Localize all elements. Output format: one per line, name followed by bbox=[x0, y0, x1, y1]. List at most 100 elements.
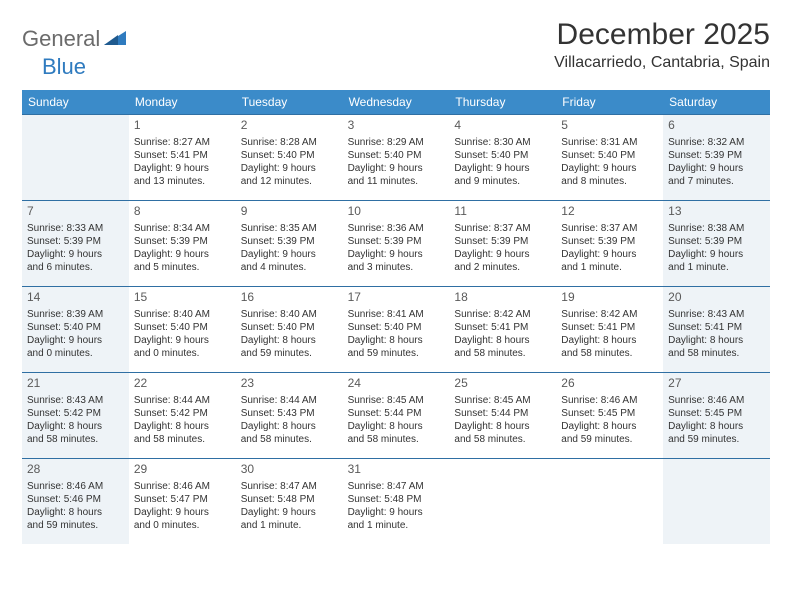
sunset-text: Sunset: 5:40 PM bbox=[134, 321, 231, 334]
calendar-cell: 21Sunrise: 8:43 AMSunset: 5:42 PMDayligh… bbox=[22, 372, 129, 458]
sunset-text: Sunset: 5:40 PM bbox=[27, 321, 124, 334]
sunset-text: Sunset: 5:40 PM bbox=[561, 149, 658, 162]
calendar-cell: 31Sunrise: 8:47 AMSunset: 5:48 PMDayligh… bbox=[343, 458, 450, 544]
daylight2-text: and 58 minutes. bbox=[134, 433, 231, 446]
sunrise-text: Sunrise: 8:35 AM bbox=[241, 222, 338, 235]
location: Villacarriedo, Cantabria, Spain bbox=[554, 54, 770, 72]
daylight2-text: and 58 minutes. bbox=[454, 347, 551, 360]
day-number: 31 bbox=[348, 462, 445, 478]
day-number: 25 bbox=[454, 376, 551, 392]
daylight1-text: Daylight: 9 hours bbox=[561, 248, 658, 261]
calendar-cell: 20Sunrise: 8:43 AMSunset: 5:41 PMDayligh… bbox=[663, 286, 770, 372]
sunrise-text: Sunrise: 8:32 AM bbox=[668, 136, 765, 149]
sunset-text: Sunset: 5:39 PM bbox=[27, 235, 124, 248]
day-number: 29 bbox=[134, 462, 231, 478]
sunrise-text: Sunrise: 8:46 AM bbox=[27, 480, 124, 493]
calendar-cell: 2Sunrise: 8:28 AMSunset: 5:40 PMDaylight… bbox=[236, 114, 343, 200]
day-number: 14 bbox=[27, 290, 124, 306]
sunrise-text: Sunrise: 8:43 AM bbox=[27, 394, 124, 407]
weekday-wednesday: Wednesday bbox=[343, 90, 450, 114]
day-number: 7 bbox=[27, 204, 124, 220]
daylight2-text: and 4 minutes. bbox=[241, 261, 338, 274]
weekday-saturday: Saturday bbox=[663, 90, 770, 114]
calendar-cell: 7Sunrise: 8:33 AMSunset: 5:39 PMDaylight… bbox=[22, 200, 129, 286]
day-number: 19 bbox=[561, 290, 658, 306]
daylight2-text: and 59 minutes. bbox=[561, 433, 658, 446]
calendar-cell: 18Sunrise: 8:42 AMSunset: 5:41 PMDayligh… bbox=[449, 286, 556, 372]
day-number: 17 bbox=[348, 290, 445, 306]
calendar-cell: 10Sunrise: 8:36 AMSunset: 5:39 PMDayligh… bbox=[343, 200, 450, 286]
calendar-cell: 15Sunrise: 8:40 AMSunset: 5:40 PMDayligh… bbox=[129, 286, 236, 372]
sunset-text: Sunset: 5:45 PM bbox=[561, 407, 658, 420]
sunset-text: Sunset: 5:40 PM bbox=[241, 149, 338, 162]
daylight2-text: and 0 minutes. bbox=[134, 347, 231, 360]
sunrise-text: Sunrise: 8:42 AM bbox=[454, 308, 551, 321]
calendar-cell bbox=[556, 458, 663, 544]
sunrise-text: Sunrise: 8:38 AM bbox=[668, 222, 765, 235]
day-number: 5 bbox=[561, 118, 658, 134]
day-number: 20 bbox=[668, 290, 765, 306]
day-number: 1 bbox=[134, 118, 231, 134]
day-number: 22 bbox=[134, 376, 231, 392]
calendar-cell bbox=[449, 458, 556, 544]
calendar-cell: 3Sunrise: 8:29 AMSunset: 5:40 PMDaylight… bbox=[343, 114, 450, 200]
daylight2-text: and 13 minutes. bbox=[134, 175, 231, 188]
sunset-text: Sunset: 5:44 PM bbox=[348, 407, 445, 420]
daylight1-text: Daylight: 9 hours bbox=[241, 248, 338, 261]
sunrise-text: Sunrise: 8:47 AM bbox=[241, 480, 338, 493]
sunrise-text: Sunrise: 8:45 AM bbox=[348, 394, 445, 407]
sunrise-text: Sunrise: 8:45 AM bbox=[454, 394, 551, 407]
weekday-friday: Friday bbox=[556, 90, 663, 114]
daylight1-text: Daylight: 8 hours bbox=[348, 420, 445, 433]
day-number: 24 bbox=[348, 376, 445, 392]
daylight2-text: and 7 minutes. bbox=[668, 175, 765, 188]
logo-text-general: General bbox=[22, 26, 100, 52]
day-number: 12 bbox=[561, 204, 658, 220]
calendar-cell: 11Sunrise: 8:37 AMSunset: 5:39 PMDayligh… bbox=[449, 200, 556, 286]
sunrise-text: Sunrise: 8:39 AM bbox=[27, 308, 124, 321]
daylight1-text: Daylight: 8 hours bbox=[27, 420, 124, 433]
sunset-text: Sunset: 5:39 PM bbox=[668, 235, 765, 248]
calendar-cell: 30Sunrise: 8:47 AMSunset: 5:48 PMDayligh… bbox=[236, 458, 343, 544]
day-number: 27 bbox=[668, 376, 765, 392]
day-number: 26 bbox=[561, 376, 658, 392]
calendar-cell: 6Sunrise: 8:32 AMSunset: 5:39 PMDaylight… bbox=[663, 114, 770, 200]
daylight2-text: and 12 minutes. bbox=[241, 175, 338, 188]
daylight1-text: Daylight: 8 hours bbox=[668, 420, 765, 433]
calendar-cell: 23Sunrise: 8:44 AMSunset: 5:43 PMDayligh… bbox=[236, 372, 343, 458]
daylight1-text: Daylight: 9 hours bbox=[134, 248, 231, 261]
calendar-cell: 29Sunrise: 8:46 AMSunset: 5:47 PMDayligh… bbox=[129, 458, 236, 544]
sunset-text: Sunset: 5:42 PM bbox=[27, 407, 124, 420]
daylight1-text: Daylight: 9 hours bbox=[348, 162, 445, 175]
daylight1-text: Daylight: 8 hours bbox=[454, 420, 551, 433]
sunrise-text: Sunrise: 8:37 AM bbox=[561, 222, 658, 235]
calendar-cell: 27Sunrise: 8:46 AMSunset: 5:45 PMDayligh… bbox=[663, 372, 770, 458]
daylight1-text: Daylight: 9 hours bbox=[454, 162, 551, 175]
calendar-cell bbox=[663, 458, 770, 544]
day-number: 3 bbox=[348, 118, 445, 134]
daylight1-text: Daylight: 9 hours bbox=[134, 162, 231, 175]
sunset-text: Sunset: 5:39 PM bbox=[454, 235, 551, 248]
daylight2-text: and 58 minutes. bbox=[454, 433, 551, 446]
daylight2-text: and 2 minutes. bbox=[454, 261, 551, 274]
calendar-cell: 17Sunrise: 8:41 AMSunset: 5:40 PMDayligh… bbox=[343, 286, 450, 372]
weekday-tuesday: Tuesday bbox=[236, 90, 343, 114]
sunrise-text: Sunrise: 8:30 AM bbox=[454, 136, 551, 149]
daylight1-text: Daylight: 9 hours bbox=[134, 334, 231, 347]
sunrise-text: Sunrise: 8:44 AM bbox=[134, 394, 231, 407]
logo-text-blue: Blue bbox=[42, 54, 86, 79]
sunset-text: Sunset: 5:39 PM bbox=[561, 235, 658, 248]
sunset-text: Sunset: 5:41 PM bbox=[454, 321, 551, 334]
day-number: 9 bbox=[241, 204, 338, 220]
sunset-text: Sunset: 5:48 PM bbox=[348, 493, 445, 506]
daylight1-text: Daylight: 8 hours bbox=[348, 334, 445, 347]
day-number: 30 bbox=[241, 462, 338, 478]
daylight2-text: and 58 minutes. bbox=[561, 347, 658, 360]
calendar-cell: 8Sunrise: 8:34 AMSunset: 5:39 PMDaylight… bbox=[129, 200, 236, 286]
daylight2-text: and 6 minutes. bbox=[27, 261, 124, 274]
sunset-text: Sunset: 5:47 PM bbox=[134, 493, 231, 506]
daylight2-text: and 1 minute. bbox=[561, 261, 658, 274]
sunset-text: Sunset: 5:40 PM bbox=[348, 149, 445, 162]
daylight1-text: Daylight: 8 hours bbox=[134, 420, 231, 433]
day-number: 15 bbox=[134, 290, 231, 306]
